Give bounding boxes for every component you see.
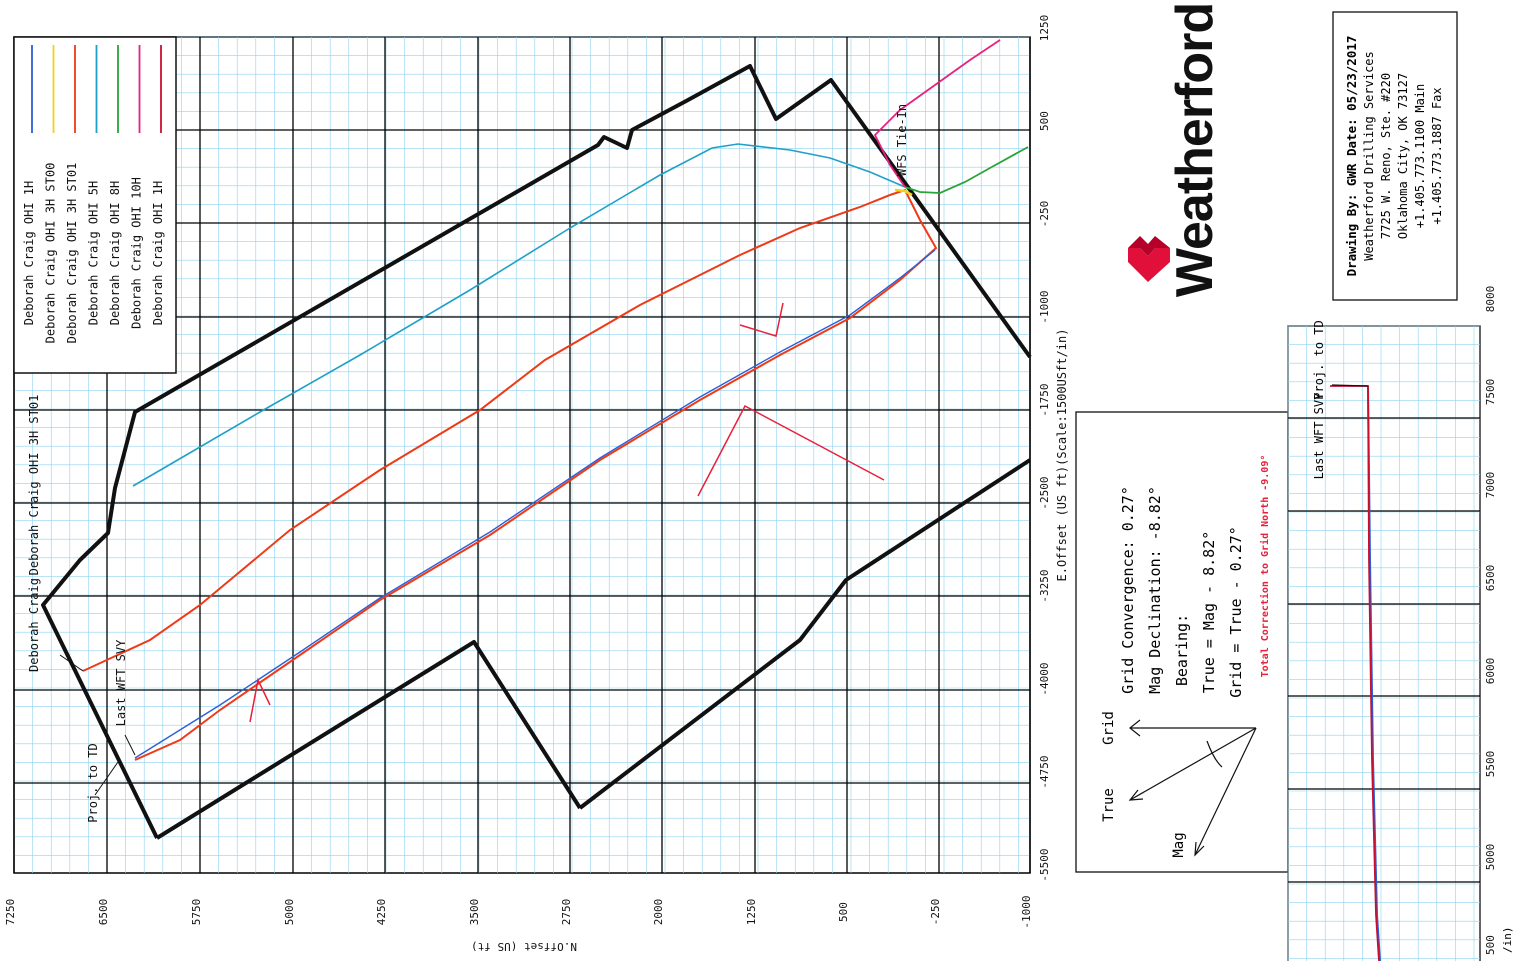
x-tick-label: -4000	[1038, 662, 1051, 695]
drawing-info-box: Drawing By: GWR Date: 05/23/2017 Weather…	[1332, 11, 1458, 301]
x-axis-ticks: -5500 -4750 -4000 -3250 -2500 -1750 -1000 -250 5…	[1038, 15, 1051, 882]
series-8h-path	[904, 146, 1029, 194]
legend: Deborah Craig OHI 1H Deborah Craig OHI 3H…	[13, 36, 177, 374]
phone-fax: +1.405.773.1887 Fax	[1430, 87, 1444, 224]
mag-declination: Mag Declination: -8.82°	[1146, 486, 1164, 694]
y-tick-label: 4250	[375, 899, 388, 926]
office-city: Oklahoma City, OK 73127	[1396, 73, 1410, 239]
section-axis-label-fragment: /in)	[1501, 926, 1514, 959]
legend-label: Deborah Craig OHI 1H	[22, 181, 36, 326]
plan-view-chart: -5500 -4750 -4000 -3250 -2500 -1750 -1000 -250 5…	[4, 15, 1069, 953]
section-tick-label: 5000	[1484, 844, 1497, 871]
x-tick-label: -250	[1038, 201, 1051, 228]
y-tick-label: 5000	[283, 899, 296, 926]
total-correction: Total Correction to Grid North -9.09°	[1259, 455, 1271, 678]
legend-label: Deborah Craig OHI 3H ST01	[65, 163, 79, 344]
true-equation: True = Mag - 8.82°	[1200, 531, 1218, 694]
section-ticks: 500 5000 5500 6000 6500 7000 7500 8000	[1484, 286, 1497, 955]
company-logo: Weatherford	[1128, 3, 1224, 297]
legend-label: Deborah Craig OHI 8H	[108, 181, 122, 326]
section-tick-label: 5500	[1484, 751, 1497, 778]
series-10h-path	[873, 39, 1001, 188]
section-last-svy: Last WFT SVY	[1312, 392, 1326, 479]
legend-label: Deborah Craig OHI 3H ST00	[44, 163, 58, 344]
section-tick-label: 7500	[1484, 379, 1497, 406]
annotation-well-label: Deborah Craig OHI 3H ST01	[27, 395, 41, 576]
true-arrow	[1129, 727, 1257, 801]
section-major-grid	[1288, 417, 1480, 883]
lease-boundary	[41, 64, 1032, 839]
leader-lines	[59, 654, 136, 796]
annotation-last-svy: Last WFT SVY	[114, 639, 128, 726]
y-tick-label: 7250	[4, 899, 17, 926]
section-tick-label: 6000	[1484, 658, 1497, 685]
svy-leader	[1331, 384, 1369, 387]
office-name: Weatherford Drilling Services	[1362, 51, 1376, 261]
section-tick-label: 8000	[1484, 286, 1497, 313]
bearing-label: Bearing:	[1173, 614, 1191, 686]
y-tick-label: 1250	[745, 899, 758, 926]
y-axis-ticks: 7250 6500 5750 5000 4250 3500 2750 2000 1250 500 -…	[4, 895, 1033, 928]
north-reference-box: Grid Convergence: 0.27° Mag Declination:…	[1075, 411, 1289, 873]
phone-main: +1.405.773.1100 Main	[1413, 84, 1427, 229]
series-1h-path	[134, 249, 936, 759]
legend-label: Deborah Craig OHI 5H	[87, 181, 101, 326]
series-3h-st01-path	[82, 188, 938, 761]
x-tick-label: -5500	[1038, 848, 1051, 881]
annotation-well-label-short: Deborah Craig	[27, 578, 41, 672]
annotation-tie-in: WFS Tie-In	[895, 104, 909, 176]
y-tick-label: 2000	[652, 899, 665, 926]
weatherford-mark	[1128, 236, 1170, 282]
hand-annotations	[249, 302, 885, 723]
x-tick-label: 1250	[1038, 15, 1051, 42]
annotation-check	[739, 302, 784, 337]
x-tick-label: 500	[1038, 111, 1051, 131]
grid-convergence: Grid Convergence: 0.27°	[1119, 486, 1137, 694]
y-tick-label: 6500	[97, 899, 110, 926]
y-tick-label: 500	[837, 902, 850, 922]
x-tick-label: -4750	[1038, 755, 1051, 788]
legend-label: Deborah Craig OHI 10H	[130, 177, 144, 329]
true-north-label: True	[1101, 788, 1117, 822]
y-tick-label: 3500	[468, 899, 481, 926]
legend-box	[13, 36, 177, 374]
annotation-check-2	[249, 677, 271, 723]
legend-items: Deborah Craig OHI 1H Deborah Craig OHI 3H…	[22, 45, 165, 343]
y-tick-label: 2750	[560, 899, 573, 926]
section-tick-label: 500	[1484, 935, 1497, 955]
section-chart: Last WFT SVY Proj. to TD 500 5000 5500 6000…	[1287, 286, 1514, 961]
office-address: 7725 W. Reno, Ste. #220	[1379, 73, 1393, 239]
legend-label: Deborah Craig OHI 1H	[151, 181, 165, 326]
section-proj-td: Proj. to TD	[1312, 320, 1326, 399]
series-3h-st00-path	[894, 188, 913, 197]
x-tick-label: -2500	[1038, 476, 1051, 509]
mag-north-label: Mag	[1171, 832, 1187, 857]
drawing-by: Drawing By: GWR Date: 05/23/2017	[1344, 36, 1359, 277]
north-arrows	[1128, 719, 1257, 857]
y-tick-label: -1000	[1020, 895, 1033, 928]
mag-arrow	[1194, 727, 1257, 856]
x-axis-label: E.Offset (US ft)(Scale:1500USft/in)	[1055, 329, 1069, 582]
y-tick-label: 5750	[190, 899, 203, 926]
x-tick-label: -3250	[1038, 569, 1051, 602]
annotation-proj-td: Proj. to TD	[86, 743, 100, 822]
y-tick-label: -250	[929, 899, 942, 926]
section-tick-label: 7000	[1484, 472, 1497, 499]
section-tick-label: 6500	[1484, 565, 1497, 592]
lease-boundary-south	[578, 458, 1032, 810]
x-tick-label: -1000	[1038, 290, 1051, 323]
company-name: Weatherford	[1166, 3, 1224, 297]
y-axis-label: N.Offset (US ft)	[471, 940, 577, 953]
lease-boundary-lower	[155, 640, 582, 840]
grid-equation: Grid = True - 0.27°	[1227, 526, 1245, 698]
x-tick-label: -1750	[1038, 383, 1051, 416]
plot-area	[13, 36, 1031, 874]
series-5h-path	[132, 143, 906, 487]
section-minor-grid	[1287, 325, 1480, 961]
grid-north-label: Grid	[1101, 711, 1117, 745]
annotation-wedge	[697, 404, 885, 497]
